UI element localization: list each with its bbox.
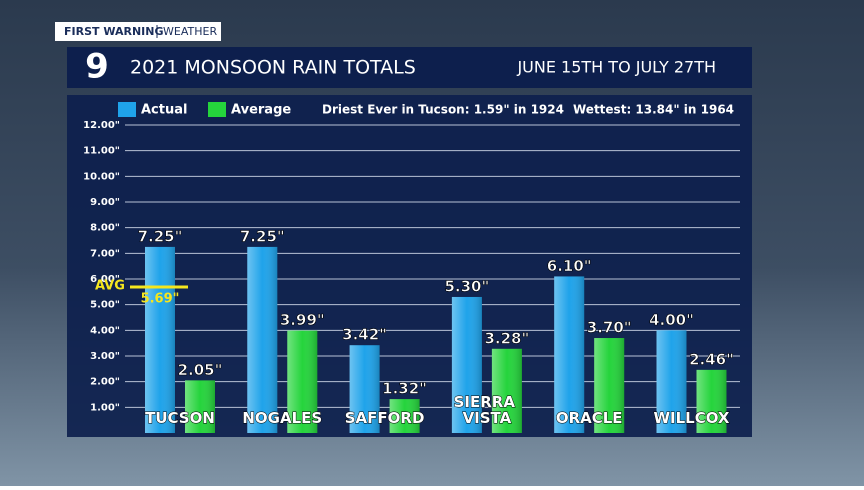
bar-sheen <box>594 338 625 433</box>
y-tick-label: 3.00" <box>90 351 120 362</box>
bar-sheen <box>491 348 522 433</box>
value-label: 3.70" <box>587 319 632 337</box>
y-tick-label: 6.00" <box>90 274 120 285</box>
chart-title: 2021 MONSOON RAIN TOTALS <box>130 57 416 79</box>
value-label: 3.28" <box>484 329 529 347</box>
section: WEATHER <box>163 25 217 38</box>
y-tick-label: 8.00" <box>90 223 120 234</box>
y-tick-label: 11.00" <box>83 146 120 157</box>
brand-badge <box>55 22 221 41</box>
chart-subtitle: JUNE 15TH TO JULY 27TH <box>516 58 716 77</box>
y-tick-label: 7.00" <box>90 248 120 259</box>
y-tick-label: 5.00" <box>90 300 120 311</box>
y-tick-label: 12.00" <box>83 120 120 131</box>
chart-panel <box>67 95 752 437</box>
bar-sheen <box>554 276 585 433</box>
bar-sheen <box>185 380 215 433</box>
x-tick-label: NOGALES <box>242 409 322 427</box>
bar-sheen <box>451 296 482 433</box>
reference-label: AVG <box>95 278 125 293</box>
x-tick-label: TUCSON <box>145 409 215 427</box>
legend-swatch <box>208 102 226 117</box>
bar-sheen <box>349 345 380 433</box>
x-tick-label: ORACLE <box>556 409 623 427</box>
bar-sheen <box>145 246 175 433</box>
value-label: 1.32" <box>382 380 427 398</box>
annotation: Driest Ever in Tucson: 1.59" in 1924 <box>322 103 564 117</box>
x-tick-label: WILLCOX <box>653 409 729 427</box>
value-label: 3.99" <box>280 311 325 329</box>
brand: FIRST WARNING <box>64 25 164 38</box>
value-label: 4.00" <box>649 311 694 329</box>
bar-sheen <box>287 330 318 433</box>
y-tick-label: 9.00" <box>90 197 120 208</box>
y-tick-label: 1.00" <box>90 402 120 413</box>
y-tick-label: 2.00" <box>90 377 120 388</box>
bar-sheen <box>696 369 727 433</box>
legend-label: Average <box>231 103 291 118</box>
value-label: 7.25" <box>138 227 183 245</box>
bar-sheen <box>247 246 278 433</box>
value-label: 5.30" <box>444 277 489 295</box>
logo: 9 <box>85 47 109 87</box>
y-tick-label: 4.00" <box>90 325 120 336</box>
legend-swatch <box>118 102 136 117</box>
value-label: 7.25" <box>240 227 285 245</box>
y-tick-label: 10.00" <box>83 171 120 182</box>
reference-value: 5.69" <box>141 291 180 306</box>
value-label: 2.05" <box>178 361 223 379</box>
annotation: Wettest: 13.84" in 1964 <box>573 103 734 117</box>
x-tick-label: SAFFORD <box>345 409 425 427</box>
title-bar <box>67 47 752 88</box>
value-label: 6.10" <box>547 257 592 275</box>
bar-sheen <box>389 399 420 433</box>
value-label: 2.46" <box>689 350 734 368</box>
legend-label: Actual <box>141 103 187 118</box>
bar-sheen <box>656 330 687 433</box>
x-tick-label: SIERRA VISTA <box>454 393 521 427</box>
value-label: 3.42" <box>342 326 387 344</box>
